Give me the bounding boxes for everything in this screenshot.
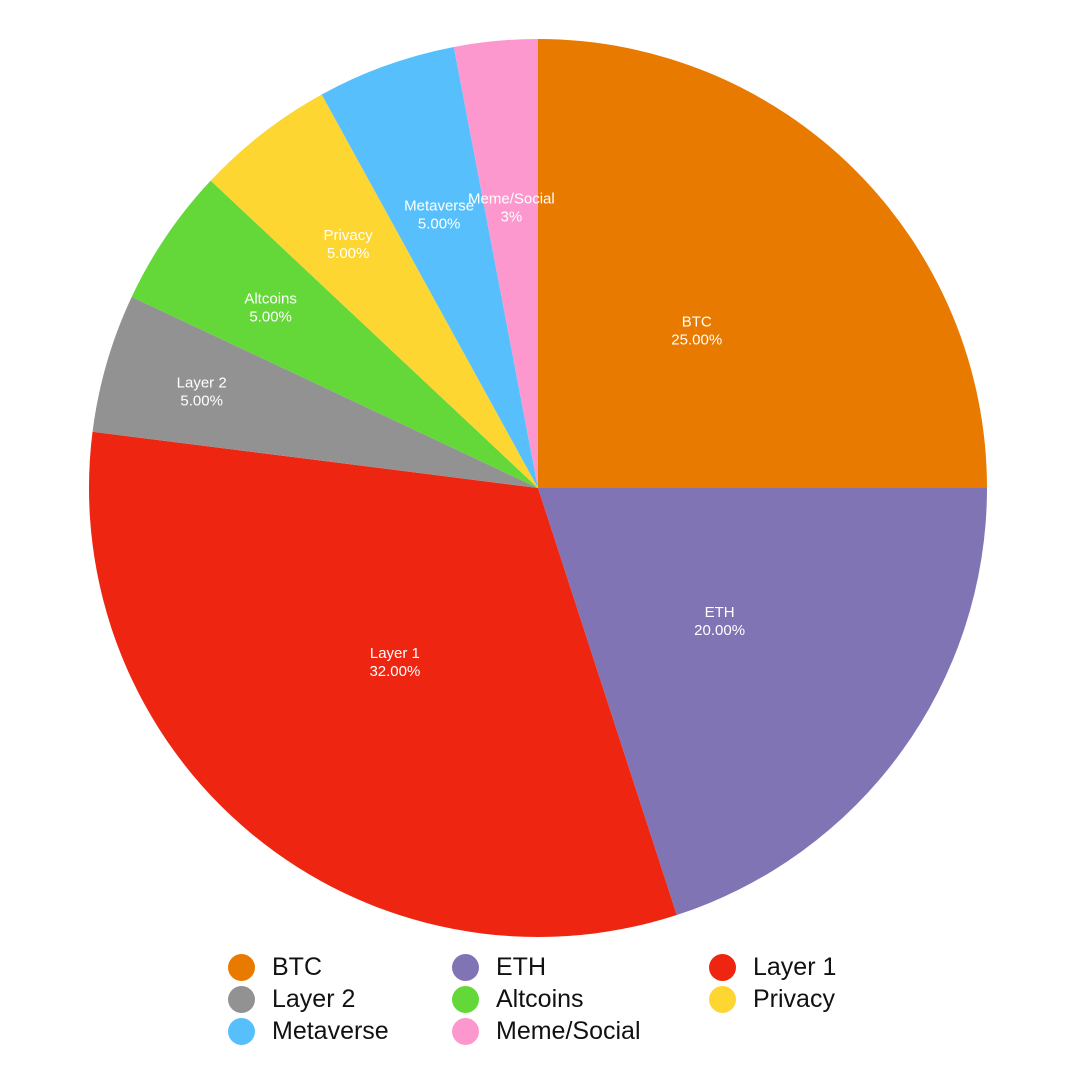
slice-label-metaverse: Metaverse 5.00%: [404, 197, 474, 232]
slice-category-text: ETH: [705, 604, 735, 621]
slice-value-text: 25.00%: [671, 331, 722, 348]
slice-value-text: 3%: [501, 208, 523, 225]
slice-label-layer-1: Layer 1 32.00%: [369, 645, 420, 680]
slice-eth: [538, 488, 987, 916]
slice-value-text: 5.00%: [418, 215, 461, 232]
slice-value-text: 5.00%: [249, 308, 292, 325]
legend-item-layer-1: Layer 1: [709, 952, 928, 983]
slice-category-text: Meme/Social: [468, 190, 555, 207]
slice-layer-2: [92, 296, 538, 488]
slice-label-privacy: Privacy 5.00%: [324, 227, 374, 262]
slice-value-text: 5.00%: [180, 392, 223, 409]
slice-labels-group: BTC 25.00%ETH 20.00%Layer 1 32.00%Layer 2 5.…: [177, 190, 745, 680]
legend-label: Metaverse: [272, 1017, 389, 1045]
slice-category-text: Layer 1: [370, 645, 420, 662]
legend-swatch: [709, 954, 736, 981]
slice-label-altcoins: Altcoins 5.00%: [244, 290, 297, 325]
legend-label: ETH: [496, 953, 546, 981]
slice-label-meme-social: Meme/Social 3%: [468, 190, 555, 225]
legend-swatch: [452, 1018, 479, 1045]
slice-label-layer-2: Layer 2 5.00%: [177, 374, 227, 409]
pie-plot-area: BTC 25.00%ETH 20.00%Layer 1 32.00%Layer 2 5.…: [88, 39, 987, 937]
legend-swatch: [452, 954, 479, 981]
slice-meme-social: [453, 39, 538, 488]
legend-label: Altcoins: [496, 985, 584, 1013]
legend-label: Privacy: [753, 985, 835, 1013]
slice-value-text: 20.00%: [694, 622, 745, 639]
legend-label: Meme/Social: [496, 1017, 641, 1045]
slice-btc: [538, 39, 987, 488]
legend-item-btc: BTC: [228, 952, 452, 983]
slice-category-text: Altcoins: [244, 290, 297, 307]
legend-item-metaverse: Metaverse: [228, 1016, 452, 1047]
slice-metaverse: [321, 46, 538, 488]
legend-swatch: [228, 954, 255, 981]
slice-category-text: Layer 2: [177, 374, 227, 391]
legend-item-meme-social: Meme/Social: [452, 1016, 709, 1047]
slice-label-eth: ETH 20.00%: [694, 604, 745, 639]
slice-privacy: [210, 94, 538, 488]
legend-label: Layer 1: [753, 953, 837, 981]
legend-label: BTC: [272, 953, 322, 981]
legend-item-privacy: Privacy: [709, 984, 928, 1015]
legend-swatch: [452, 986, 479, 1013]
slice-category-text: BTC: [682, 313, 712, 330]
slice-category-text: Metaverse: [404, 197, 474, 214]
slices-group: [88, 39, 987, 937]
slice-label-btc: BTC 25.00%: [671, 313, 722, 348]
slice-altcoins: [131, 180, 538, 488]
legend-label: Layer 2: [272, 985, 356, 1013]
legend-item-altcoins: Altcoins: [452, 984, 709, 1015]
legend-item-layer-2: Layer 2: [228, 984, 452, 1015]
legend-swatch: [228, 986, 255, 1013]
legend-swatch: [709, 986, 736, 1013]
slice-value-text: 5.00%: [327, 245, 370, 262]
slice-category-text: Privacy: [324, 227, 374, 244]
legend: BTC ETH Layer 1 Layer 2 Altcoins Privacy Metav…: [228, 952, 928, 1047]
slice-layer-1: [88, 431, 677, 937]
legend-swatch: [228, 1018, 255, 1045]
legend-item-eth: ETH: [452, 952, 709, 983]
slice-value-text: 32.00%: [369, 663, 420, 680]
